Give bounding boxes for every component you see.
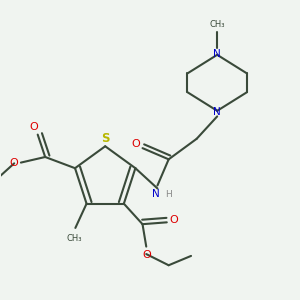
Text: O: O	[170, 215, 178, 226]
Text: N: N	[152, 189, 160, 199]
Text: O: O	[142, 250, 151, 260]
Text: H: H	[165, 190, 172, 199]
Text: S: S	[101, 132, 110, 145]
Text: N: N	[213, 49, 221, 59]
Text: O: O	[10, 158, 19, 168]
Text: O: O	[131, 140, 140, 149]
Text: O: O	[30, 122, 38, 132]
Text: N: N	[213, 106, 221, 117]
Text: CH₃: CH₃	[67, 234, 83, 243]
Text: CH₃: CH₃	[209, 20, 225, 29]
